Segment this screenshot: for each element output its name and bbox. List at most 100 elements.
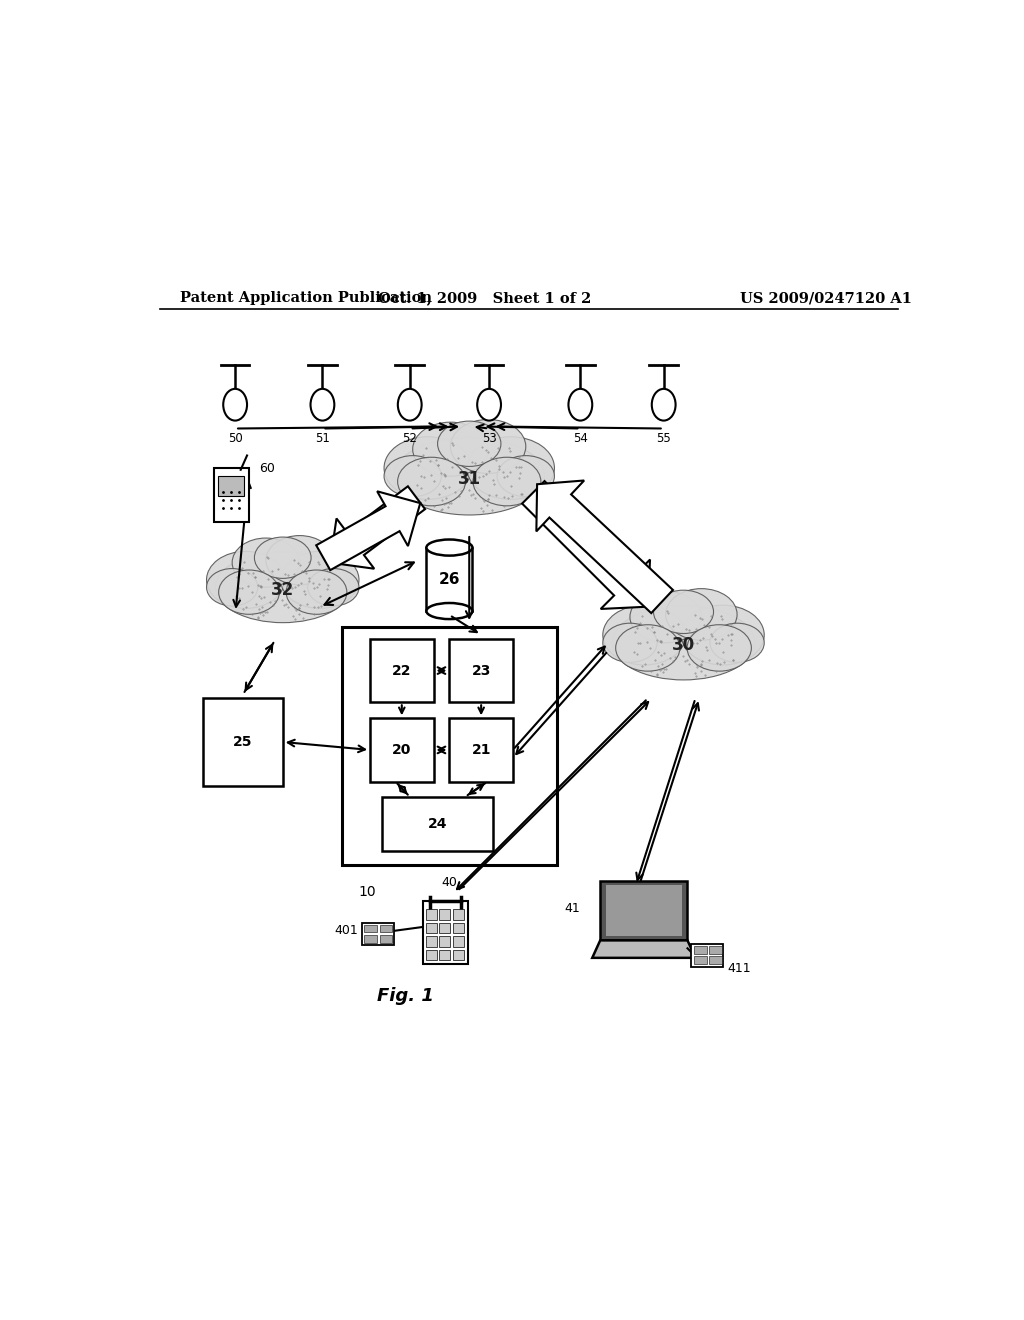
Ellipse shape xyxy=(286,570,347,614)
Ellipse shape xyxy=(394,437,545,515)
Bar xyxy=(214,469,249,523)
Polygon shape xyxy=(606,884,682,936)
Ellipse shape xyxy=(254,537,311,578)
Polygon shape xyxy=(537,480,673,612)
Polygon shape xyxy=(522,480,650,609)
Ellipse shape xyxy=(426,603,472,619)
Ellipse shape xyxy=(477,389,501,421)
Ellipse shape xyxy=(384,455,441,496)
Text: 40: 40 xyxy=(441,875,458,888)
Bar xyxy=(342,627,557,865)
Text: 52: 52 xyxy=(402,433,417,445)
Bar xyxy=(709,956,722,964)
Text: 53: 53 xyxy=(481,433,497,445)
Bar xyxy=(218,477,244,496)
Bar xyxy=(453,936,464,946)
Text: 23: 23 xyxy=(471,664,490,677)
Bar xyxy=(426,548,472,611)
Ellipse shape xyxy=(437,421,501,466)
Ellipse shape xyxy=(710,623,764,663)
Bar xyxy=(709,946,722,954)
Bar xyxy=(365,935,377,942)
Bar xyxy=(370,718,433,781)
Ellipse shape xyxy=(207,569,258,606)
Ellipse shape xyxy=(473,457,541,506)
Bar xyxy=(694,956,707,964)
Ellipse shape xyxy=(653,590,714,634)
Bar xyxy=(423,900,468,964)
Text: Patent Application Publication: Patent Application Publication xyxy=(179,292,431,305)
Ellipse shape xyxy=(307,569,359,606)
Ellipse shape xyxy=(497,455,554,496)
Ellipse shape xyxy=(603,623,657,663)
Bar xyxy=(426,936,436,946)
Ellipse shape xyxy=(413,422,488,477)
Ellipse shape xyxy=(681,605,764,665)
Text: 10: 10 xyxy=(358,884,376,899)
Bar xyxy=(380,935,392,942)
Bar xyxy=(365,924,377,932)
Polygon shape xyxy=(592,940,695,958)
Ellipse shape xyxy=(467,437,554,499)
Bar xyxy=(453,923,464,933)
Ellipse shape xyxy=(615,624,680,671)
Text: US 2009/0247120 A1: US 2009/0247120 A1 xyxy=(740,292,912,305)
Text: 32: 32 xyxy=(271,581,294,599)
Ellipse shape xyxy=(207,552,285,609)
Bar xyxy=(370,639,433,702)
Ellipse shape xyxy=(397,457,466,506)
Bar xyxy=(694,946,707,954)
Ellipse shape xyxy=(568,389,592,421)
Ellipse shape xyxy=(630,591,701,643)
Polygon shape xyxy=(316,491,420,570)
Text: 21: 21 xyxy=(471,743,490,756)
Ellipse shape xyxy=(397,389,422,421)
Bar xyxy=(426,909,436,920)
Ellipse shape xyxy=(652,389,676,421)
Bar xyxy=(453,909,464,920)
Text: 20: 20 xyxy=(392,743,412,756)
Ellipse shape xyxy=(281,552,359,609)
Text: 60: 60 xyxy=(259,462,274,475)
Text: 41: 41 xyxy=(564,902,581,915)
Bar xyxy=(439,909,451,920)
Text: 25: 25 xyxy=(233,735,253,748)
Ellipse shape xyxy=(219,570,280,614)
Bar xyxy=(362,923,394,945)
Text: 26: 26 xyxy=(438,572,460,587)
Text: 50: 50 xyxy=(227,433,243,445)
Bar xyxy=(450,639,513,702)
Ellipse shape xyxy=(612,606,755,680)
Bar xyxy=(426,923,436,933)
Text: 51: 51 xyxy=(315,433,330,445)
Text: 31: 31 xyxy=(458,470,481,488)
Bar xyxy=(439,950,451,960)
Ellipse shape xyxy=(223,389,247,421)
Bar xyxy=(382,797,494,850)
Text: Fig. 1: Fig. 1 xyxy=(377,987,434,1005)
Ellipse shape xyxy=(266,536,334,585)
Ellipse shape xyxy=(215,552,350,623)
Text: 411: 411 xyxy=(727,962,751,974)
Polygon shape xyxy=(600,880,687,940)
Text: 401: 401 xyxy=(335,924,358,937)
Bar xyxy=(691,944,723,966)
Ellipse shape xyxy=(451,420,525,474)
Text: Oct. 1, 2009   Sheet 1 of 2: Oct. 1, 2009 Sheet 1 of 2 xyxy=(379,292,592,305)
Bar xyxy=(380,924,392,932)
Ellipse shape xyxy=(426,540,472,556)
Bar xyxy=(439,936,451,946)
Bar xyxy=(453,950,464,960)
Polygon shape xyxy=(330,486,425,569)
Ellipse shape xyxy=(232,539,300,587)
Ellipse shape xyxy=(666,589,737,640)
Text: 55: 55 xyxy=(656,433,671,445)
Ellipse shape xyxy=(603,605,686,665)
Ellipse shape xyxy=(384,437,471,499)
Ellipse shape xyxy=(687,624,752,671)
Text: 22: 22 xyxy=(392,664,412,677)
Bar xyxy=(450,718,513,781)
Bar xyxy=(204,698,283,785)
Ellipse shape xyxy=(310,389,334,421)
Text: 54: 54 xyxy=(572,433,588,445)
